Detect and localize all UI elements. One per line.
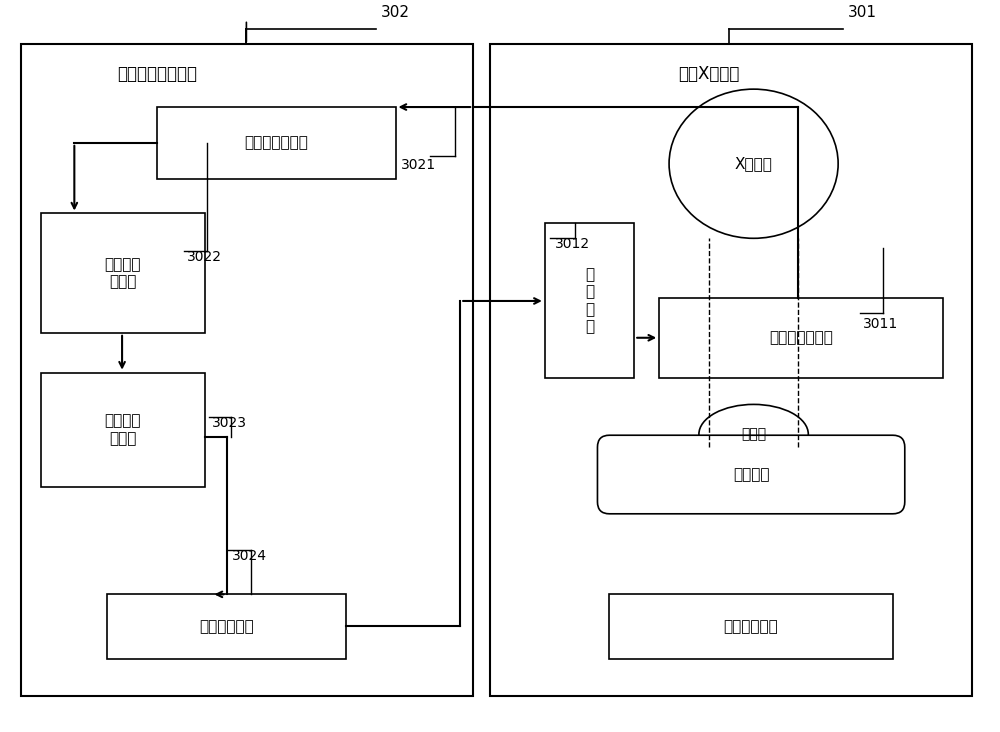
Text: 乳腺X射线机: 乳腺X射线机 (678, 65, 740, 83)
Text: 第一微处
理模块: 第一微处 理模块 (104, 414, 141, 446)
Text: 受检体: 受检体 (741, 427, 766, 441)
FancyBboxPatch shape (597, 436, 905, 514)
Ellipse shape (699, 404, 808, 464)
Text: 302: 302 (381, 4, 410, 20)
Text: 3021: 3021 (401, 157, 436, 172)
Ellipse shape (669, 89, 838, 239)
Text: 3022: 3022 (187, 250, 222, 264)
FancyBboxPatch shape (659, 298, 943, 378)
Text: 压迫力采集模块: 压迫力采集模块 (244, 135, 308, 150)
FancyBboxPatch shape (609, 594, 893, 659)
Text: 压迫力施加装置: 压迫力施加装置 (769, 330, 833, 346)
FancyBboxPatch shape (107, 594, 346, 659)
Text: X射线管: X射线管 (735, 156, 773, 171)
FancyBboxPatch shape (545, 223, 634, 378)
Text: 3011: 3011 (863, 317, 898, 331)
FancyBboxPatch shape (41, 214, 205, 333)
FancyBboxPatch shape (157, 107, 396, 179)
Text: 301: 301 (848, 4, 877, 20)
Text: 3023: 3023 (212, 417, 247, 430)
Text: 3012: 3012 (555, 237, 590, 251)
Text: 支撑装置: 支撑装置 (733, 467, 769, 482)
Text: 输出控制模块: 输出控制模块 (199, 619, 254, 634)
Text: 压迫运动保护装置: 压迫运动保护装置 (117, 65, 197, 83)
FancyBboxPatch shape (41, 373, 205, 487)
FancyBboxPatch shape (21, 45, 473, 696)
Text: 3024: 3024 (231, 548, 266, 563)
Text: 图像采集装置: 图像采集装置 (724, 619, 778, 634)
FancyBboxPatch shape (490, 45, 972, 696)
Text: 驱
动
机
构: 驱 动 机 构 (585, 267, 594, 334)
Text: 保护值选
定模块: 保护值选 定模块 (104, 257, 141, 289)
